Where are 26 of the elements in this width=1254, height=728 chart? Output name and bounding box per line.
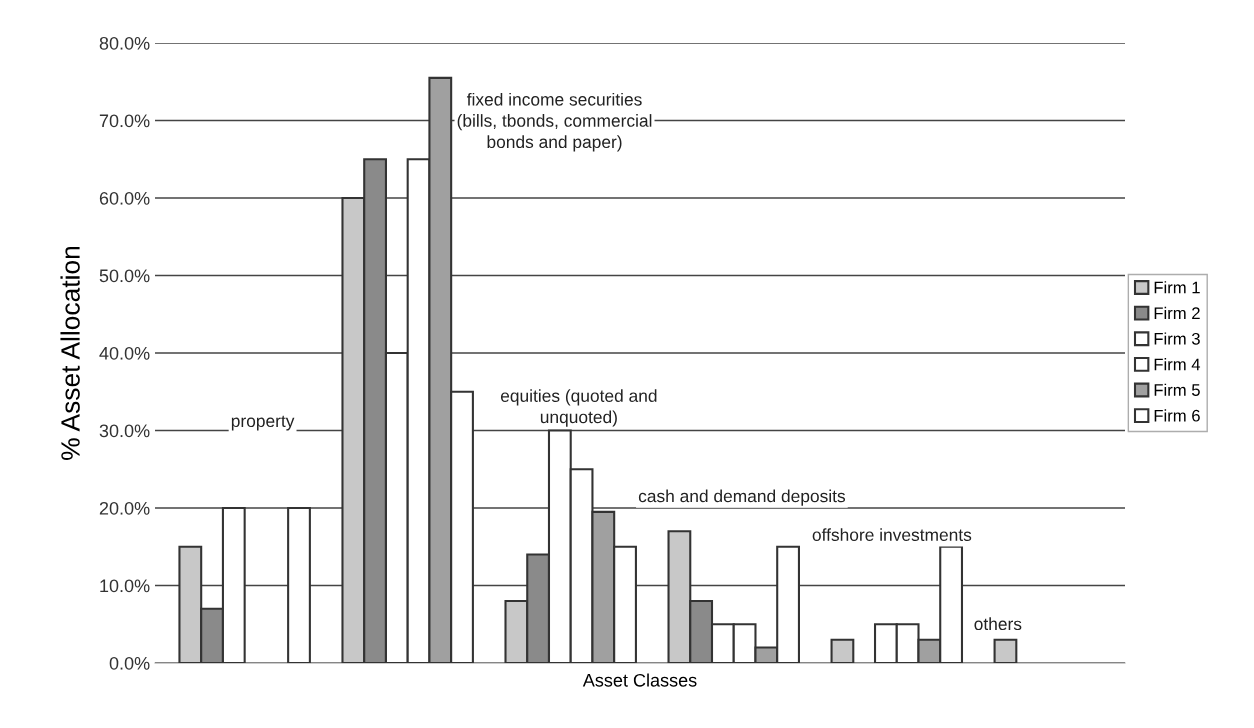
annotation: others xyxy=(974,617,1022,631)
y-tick-label: 40.0% xyxy=(99,346,150,360)
y-axis-title: % Asset Allocation xyxy=(60,246,80,460)
bar xyxy=(830,638,855,663)
legend-label: Firm 2 xyxy=(1154,306,1200,319)
y-tick-label: 10.0% xyxy=(100,579,150,593)
legend-label: Firm 6 xyxy=(1154,409,1200,422)
annotation: fixed income securities (bills, tbonds, commercial bonds and paper) xyxy=(457,92,652,152)
y-tick-label: 60.0% xyxy=(99,191,150,205)
annotation: cash and demand deposits xyxy=(638,489,846,506)
y-tick-label: 70.0% xyxy=(99,114,150,128)
y-tick-label: 20.0% xyxy=(99,501,150,515)
legend-label: Firm 3 xyxy=(1154,332,1200,345)
y-tick-label: 80.0% xyxy=(99,36,150,50)
legend-label: Firm 4 xyxy=(1154,358,1201,371)
annotation: equities (quoted and unquoted) xyxy=(500,389,657,427)
bar xyxy=(287,506,311,663)
legend-label: Firm 5 xyxy=(1154,383,1200,396)
x-axis-title: Asset Classes xyxy=(582,673,697,687)
legend-label: Firm 1 xyxy=(1154,281,1200,294)
y-tick-label: 30.0% xyxy=(99,424,150,438)
annotation: offshore investments xyxy=(812,528,972,541)
y-tick-label: 0.0% xyxy=(109,656,150,670)
y-tick-label: 50.0% xyxy=(99,269,150,283)
bar xyxy=(993,638,1018,663)
annotation: property xyxy=(231,415,295,431)
